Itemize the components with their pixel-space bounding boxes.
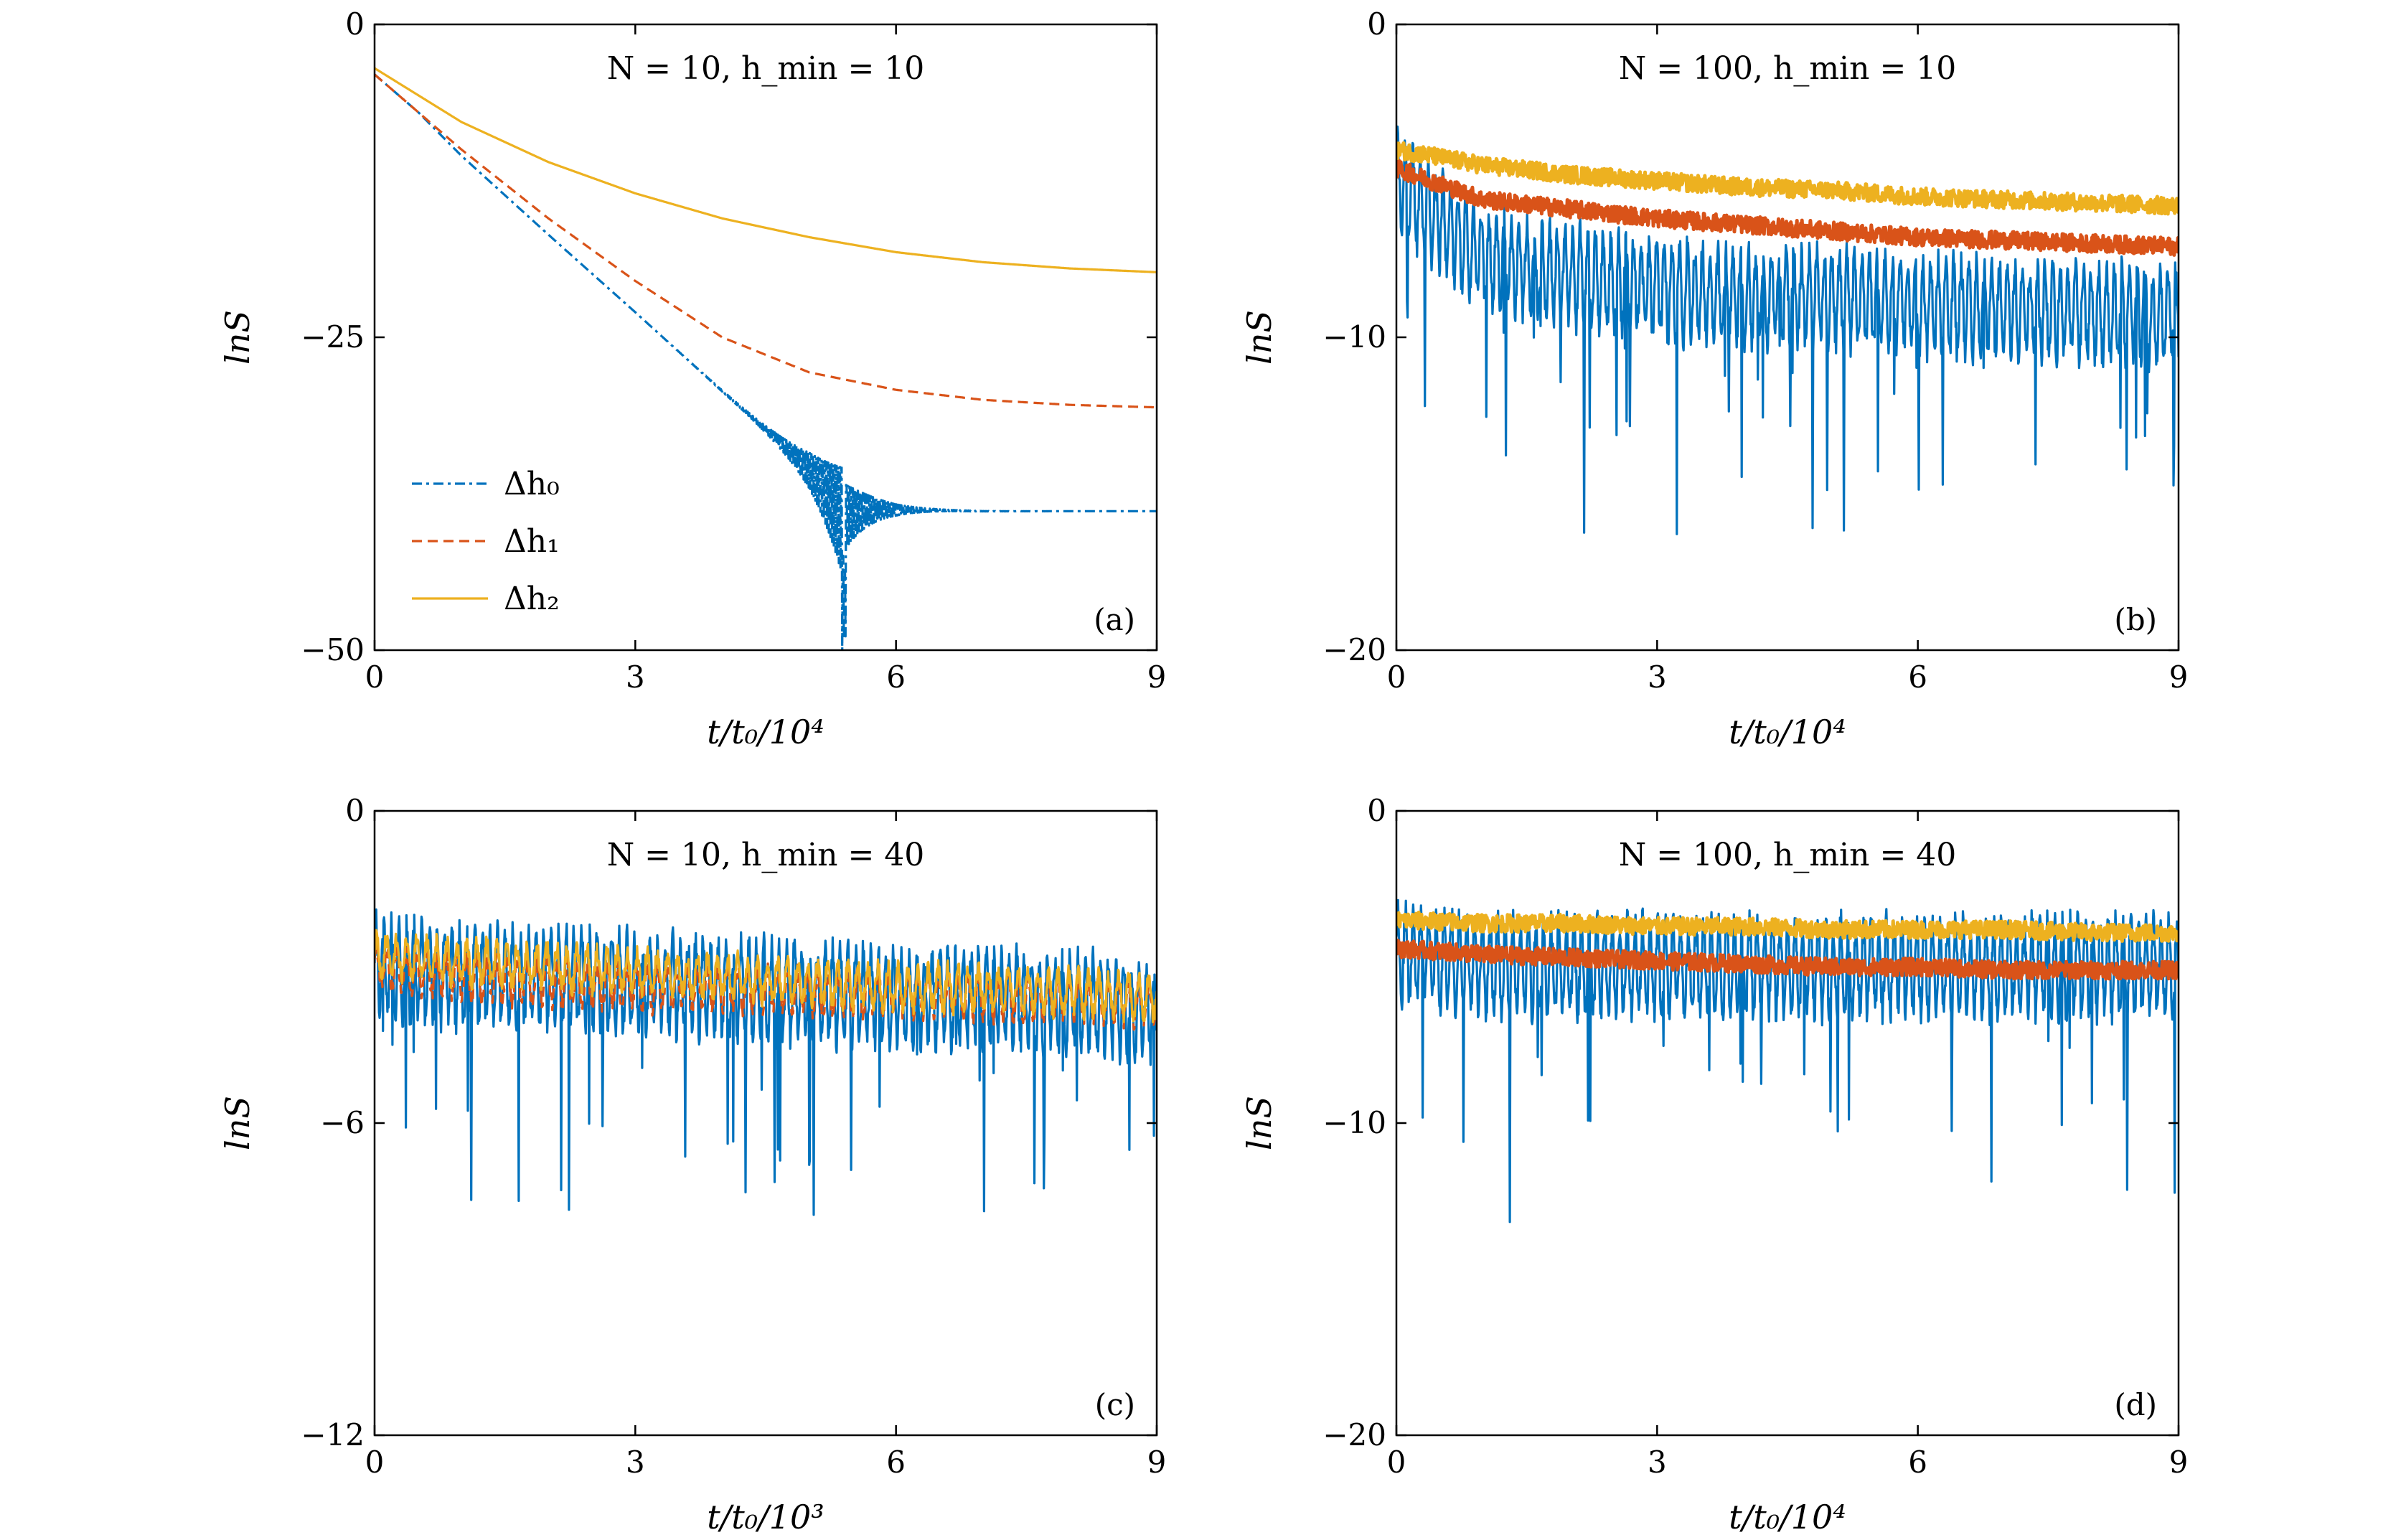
y-tick-label: −20	[1322, 1417, 1386, 1452]
series-line-d-2	[1396, 911, 2179, 943]
x-tick-label: 3	[1648, 659, 1667, 695]
panel-title: N = 100, h_min = 10	[1619, 50, 1957, 87]
series-line-a-2	[375, 67, 1157, 273]
x-tick-label: 0	[1387, 1445, 1406, 1480]
x-tick-label: 0	[365, 659, 385, 695]
panel-b: 0 3 6 9 0 −10 −20 t/t₀/10⁴ lnS N = 100, h_min = 1…	[1240, 6, 2188, 751]
x-tick-label: 9	[1147, 659, 1167, 695]
legend-label: Δh₂	[504, 581, 560, 617]
y-tick-label: 0	[1367, 793, 1386, 828]
x-axis-label: t/t₀/10⁴	[707, 713, 824, 751]
x-tick-label: 9	[2169, 659, 2189, 695]
x-tick-label: 3	[626, 1445, 645, 1480]
x-tick-label: 6	[886, 1445, 906, 1480]
x-axis-label: t/t₀/10⁴	[1729, 713, 1846, 751]
y-tick-label: −10	[1322, 1105, 1386, 1140]
x-tick-label: 6	[1908, 659, 1927, 695]
panel-label: (d)	[2114, 1387, 2157, 1422]
y-tick-label: 0	[1367, 6, 1386, 42]
y-tick-label: −12	[301, 1417, 365, 1452]
plot-frame	[1395, 23, 2180, 652]
y-tick-label: −25	[301, 319, 365, 355]
y-tick-label: 0	[345, 793, 365, 828]
x-tick-label: 9	[2169, 1445, 2189, 1480]
series-group	[1396, 898, 2179, 1224]
series-group	[375, 67, 1157, 650]
y-tick-label: −50	[301, 632, 365, 667]
y-axis-label: lnS	[218, 1096, 257, 1150]
panel-title: N = 10, h_min = 40	[607, 837, 925, 873]
series-line-a-0	[375, 73, 1157, 650]
panel-label: (a)	[1094, 602, 1135, 637]
x-tick-label: 9	[1147, 1445, 1167, 1480]
x-tick-label: 3	[1648, 1445, 1667, 1480]
legend-label: Δh₁	[504, 523, 560, 560]
series-group	[1396, 125, 2179, 535]
series-line-b-1	[1396, 159, 2179, 257]
series-line-d-1	[1396, 939, 2179, 981]
panel-label: (b)	[2114, 602, 2157, 637]
legend: Δh₀ Δh₁ Δh₂	[412, 466, 560, 617]
x-tick-label: 0	[1387, 659, 1406, 695]
series-group	[375, 908, 1157, 1216]
plot-frame	[373, 809, 1158, 1437]
panel-label: (c)	[1095, 1387, 1135, 1422]
plot-frame	[373, 23, 1158, 652]
series-line-c-0	[375, 908, 1157, 1216]
x-axis-label: t/t₀/10³	[707, 1498, 824, 1536]
x-tick-label: 6	[886, 659, 906, 695]
series-line-c-2	[375, 929, 1157, 1023]
panel-c: 0 3 6 9 0 −6 −12 t/t₀/10³ lnS N = 10, h_min = 40 (…	[218, 793, 1166, 1536]
series-line-a-1	[375, 73, 1157, 409]
panel-title: N = 100, h_min = 40	[1619, 837, 1957, 873]
y-axis-label: lnS	[218, 310, 257, 365]
y-axis-label: lnS	[1240, 1096, 1279, 1150]
y-axis-label: lnS	[1240, 310, 1279, 365]
y-tick-label: −20	[1322, 632, 1386, 667]
x-tick-label: 3	[626, 659, 645, 695]
panel-d: 0 3 6 9 0 −10 −20 t/t₀/10⁴ lnS N = 100, h_min = 4…	[1240, 793, 2188, 1536]
y-tick-label: −10	[1322, 319, 1386, 355]
panel-title: N = 10, h_min = 10	[607, 50, 925, 87]
panel-a: 0 3 6 9 0 −25 −50 t/t₀/10⁴ lnS N = 10, h_min = 10…	[218, 6, 1166, 751]
y-tick-label: −6	[320, 1105, 365, 1140]
legend-label: Δh₀	[504, 466, 560, 502]
y-tick-label: 0	[345, 6, 365, 42]
x-tick-label: 6	[1908, 1445, 1927, 1480]
series-line-b-0	[1396, 125, 2179, 535]
series-line-b-2	[1396, 141, 2179, 216]
x-axis-label: t/t₀/10⁴	[1729, 1498, 1846, 1536]
x-tick-label: 0	[365, 1445, 385, 1480]
